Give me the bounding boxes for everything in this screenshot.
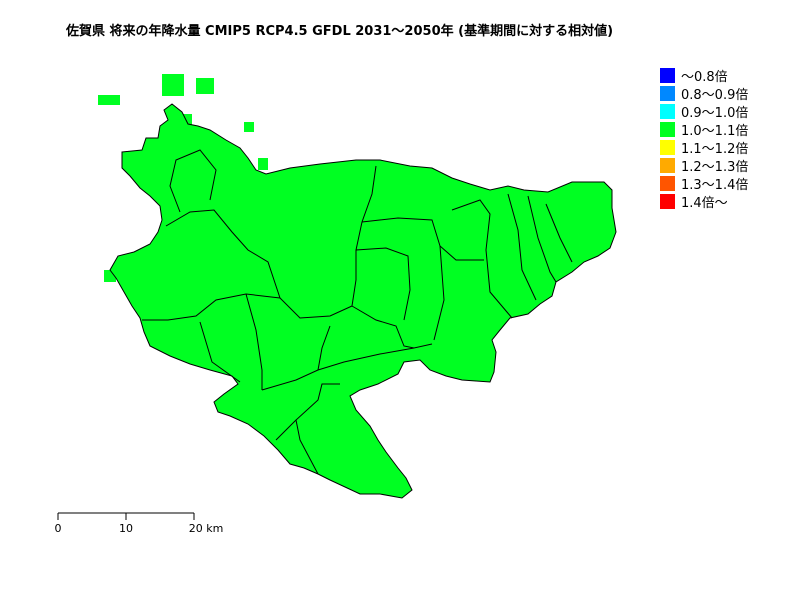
municipal-boundary <box>317 347 415 371</box>
legend-swatch <box>660 103 675 119</box>
legend-item: 0.9～1.0倍 <box>660 102 749 121</box>
legend-item: 1.4倍～ <box>660 192 748 211</box>
legend-label: 1.1～1.2倍 <box>681 141 749 157</box>
municipal-boundary <box>165 165 377 319</box>
municipal-boundary <box>199 321 241 383</box>
legend-swatch <box>660 67 675 83</box>
island-e <box>258 158 268 170</box>
legend-label: 0.8～0.9倍 <box>681 87 749 103</box>
municipal-boundary <box>507 193 537 301</box>
legend-label: 1.0～1.1倍 <box>681 123 749 139</box>
boundaries <box>109 103 617 499</box>
municipal-boundary <box>275 419 297 441</box>
legend-swatch <box>660 193 675 209</box>
municipal-boundary <box>245 293 263 390</box>
map-fill <box>98 74 616 498</box>
legend-item: 0.8～0.9倍 <box>660 84 749 103</box>
municipal-boundary <box>169 149 217 213</box>
legend-item: 1.0～1.1倍 <box>660 120 749 139</box>
legend-swatch <box>660 139 675 155</box>
legend-item: 1.2～1.3倍 <box>660 156 749 175</box>
island-c <box>196 78 214 94</box>
legend-swatch <box>660 157 675 173</box>
municipal-boundary <box>451 199 513 319</box>
legend: ～0.8倍 0.8～0.9倍 0.9～1.0倍 1.0～1.1倍 1.1～1.2倍 1.2… <box>660 66 749 211</box>
municipal-boundary <box>295 383 340 475</box>
island-g <box>104 270 116 282</box>
legend-label: ～0.8倍 <box>681 69 728 85</box>
scale-tick-0: 0 <box>54 522 62 535</box>
legend-item: 1.3～1.4倍 <box>660 174 749 193</box>
island-b <box>162 74 184 96</box>
scale-bar: 0 10 20 km <box>54 510 223 542</box>
municipal-boundary <box>351 305 433 349</box>
scale-bar-line <box>57 512 195 520</box>
scale-tick-20km: 20 km <box>188 522 224 535</box>
legend-item: 1.1～1.2倍 <box>660 138 749 157</box>
municipal-boundary <box>527 195 557 283</box>
legend-label: 1.4倍～ <box>681 195 728 211</box>
legend-swatch <box>660 175 675 191</box>
legend-label: 1.2～1.3倍 <box>681 159 749 175</box>
map-title: 佐賀県 将来の年降水量 CMIP5 RCP4.5 GFDL 2031～2050年… <box>66 24 614 39</box>
island-a <box>98 95 120 105</box>
scale-tick-10: 10 <box>119 522 133 535</box>
legend-swatch <box>660 85 675 101</box>
municipal-boundary <box>361 217 484 261</box>
municipal-boundary <box>433 245 445 341</box>
legend-label: 1.3～1.4倍 <box>681 177 749 193</box>
legend-item: ～0.8倍 <box>660 66 748 85</box>
municipal-boundary <box>545 203 573 263</box>
legend-label: 0.9～1.0倍 <box>681 105 749 121</box>
legend-swatch <box>660 121 675 137</box>
prefecture-landmass <box>110 104 616 498</box>
municipal-boundary <box>355 247 411 321</box>
island-d <box>244 122 254 132</box>
prefecture-outline <box>109 103 617 499</box>
municipal-boundary <box>142 293 281 321</box>
